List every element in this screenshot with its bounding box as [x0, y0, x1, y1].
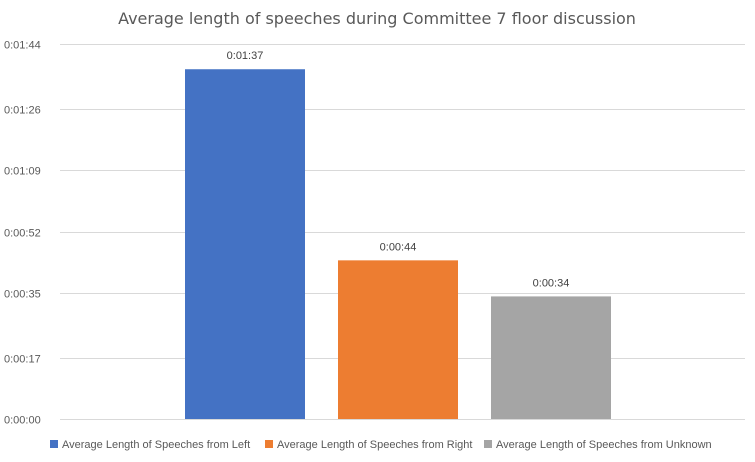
legend-swatch — [484, 440, 492, 448]
y-tick-label: 0:00:17 — [4, 354, 41, 366]
legend-swatch — [50, 440, 58, 448]
y-tick-label: 0:01:26 — [4, 105, 41, 117]
data-label: 0:00:34 — [533, 277, 570, 289]
legend-entry: Average Length of Speeches from Unknown — [496, 439, 712, 451]
bars — [185, 69, 611, 419]
data-label: 0:00:44 — [380, 241, 417, 253]
bar — [338, 260, 458, 419]
legend-entry: Average Length of Speeches from Right — [277, 439, 472, 451]
bar — [185, 69, 305, 419]
y-tick-label: 0:00:00 — [4, 415, 41, 427]
y-tick-label: 0:00:52 — [4, 228, 41, 240]
y-axis-ticks: 0:00:00 0:00:17 0:00:35 0:00:52 0:01:09 0:01:… — [4, 40, 41, 427]
chart-title: Average length of speeches during Commit… — [118, 9, 636, 28]
legend: Average Length of Speeches from Left Aver… — [50, 439, 712, 451]
bar — [491, 296, 611, 419]
data-labels: 0:01:37 0:00:44 0:00:34 — [227, 50, 570, 289]
legend-swatch — [265, 440, 273, 448]
y-tick-label: 0:00:35 — [4, 289, 41, 301]
legend-entry: Average Length of Speeches from Left — [62, 439, 250, 451]
y-tick-label: 0:01:44 — [4, 40, 41, 52]
y-tick-label: 0:01:09 — [4, 166, 41, 178]
data-label: 0:01:37 — [227, 50, 264, 62]
